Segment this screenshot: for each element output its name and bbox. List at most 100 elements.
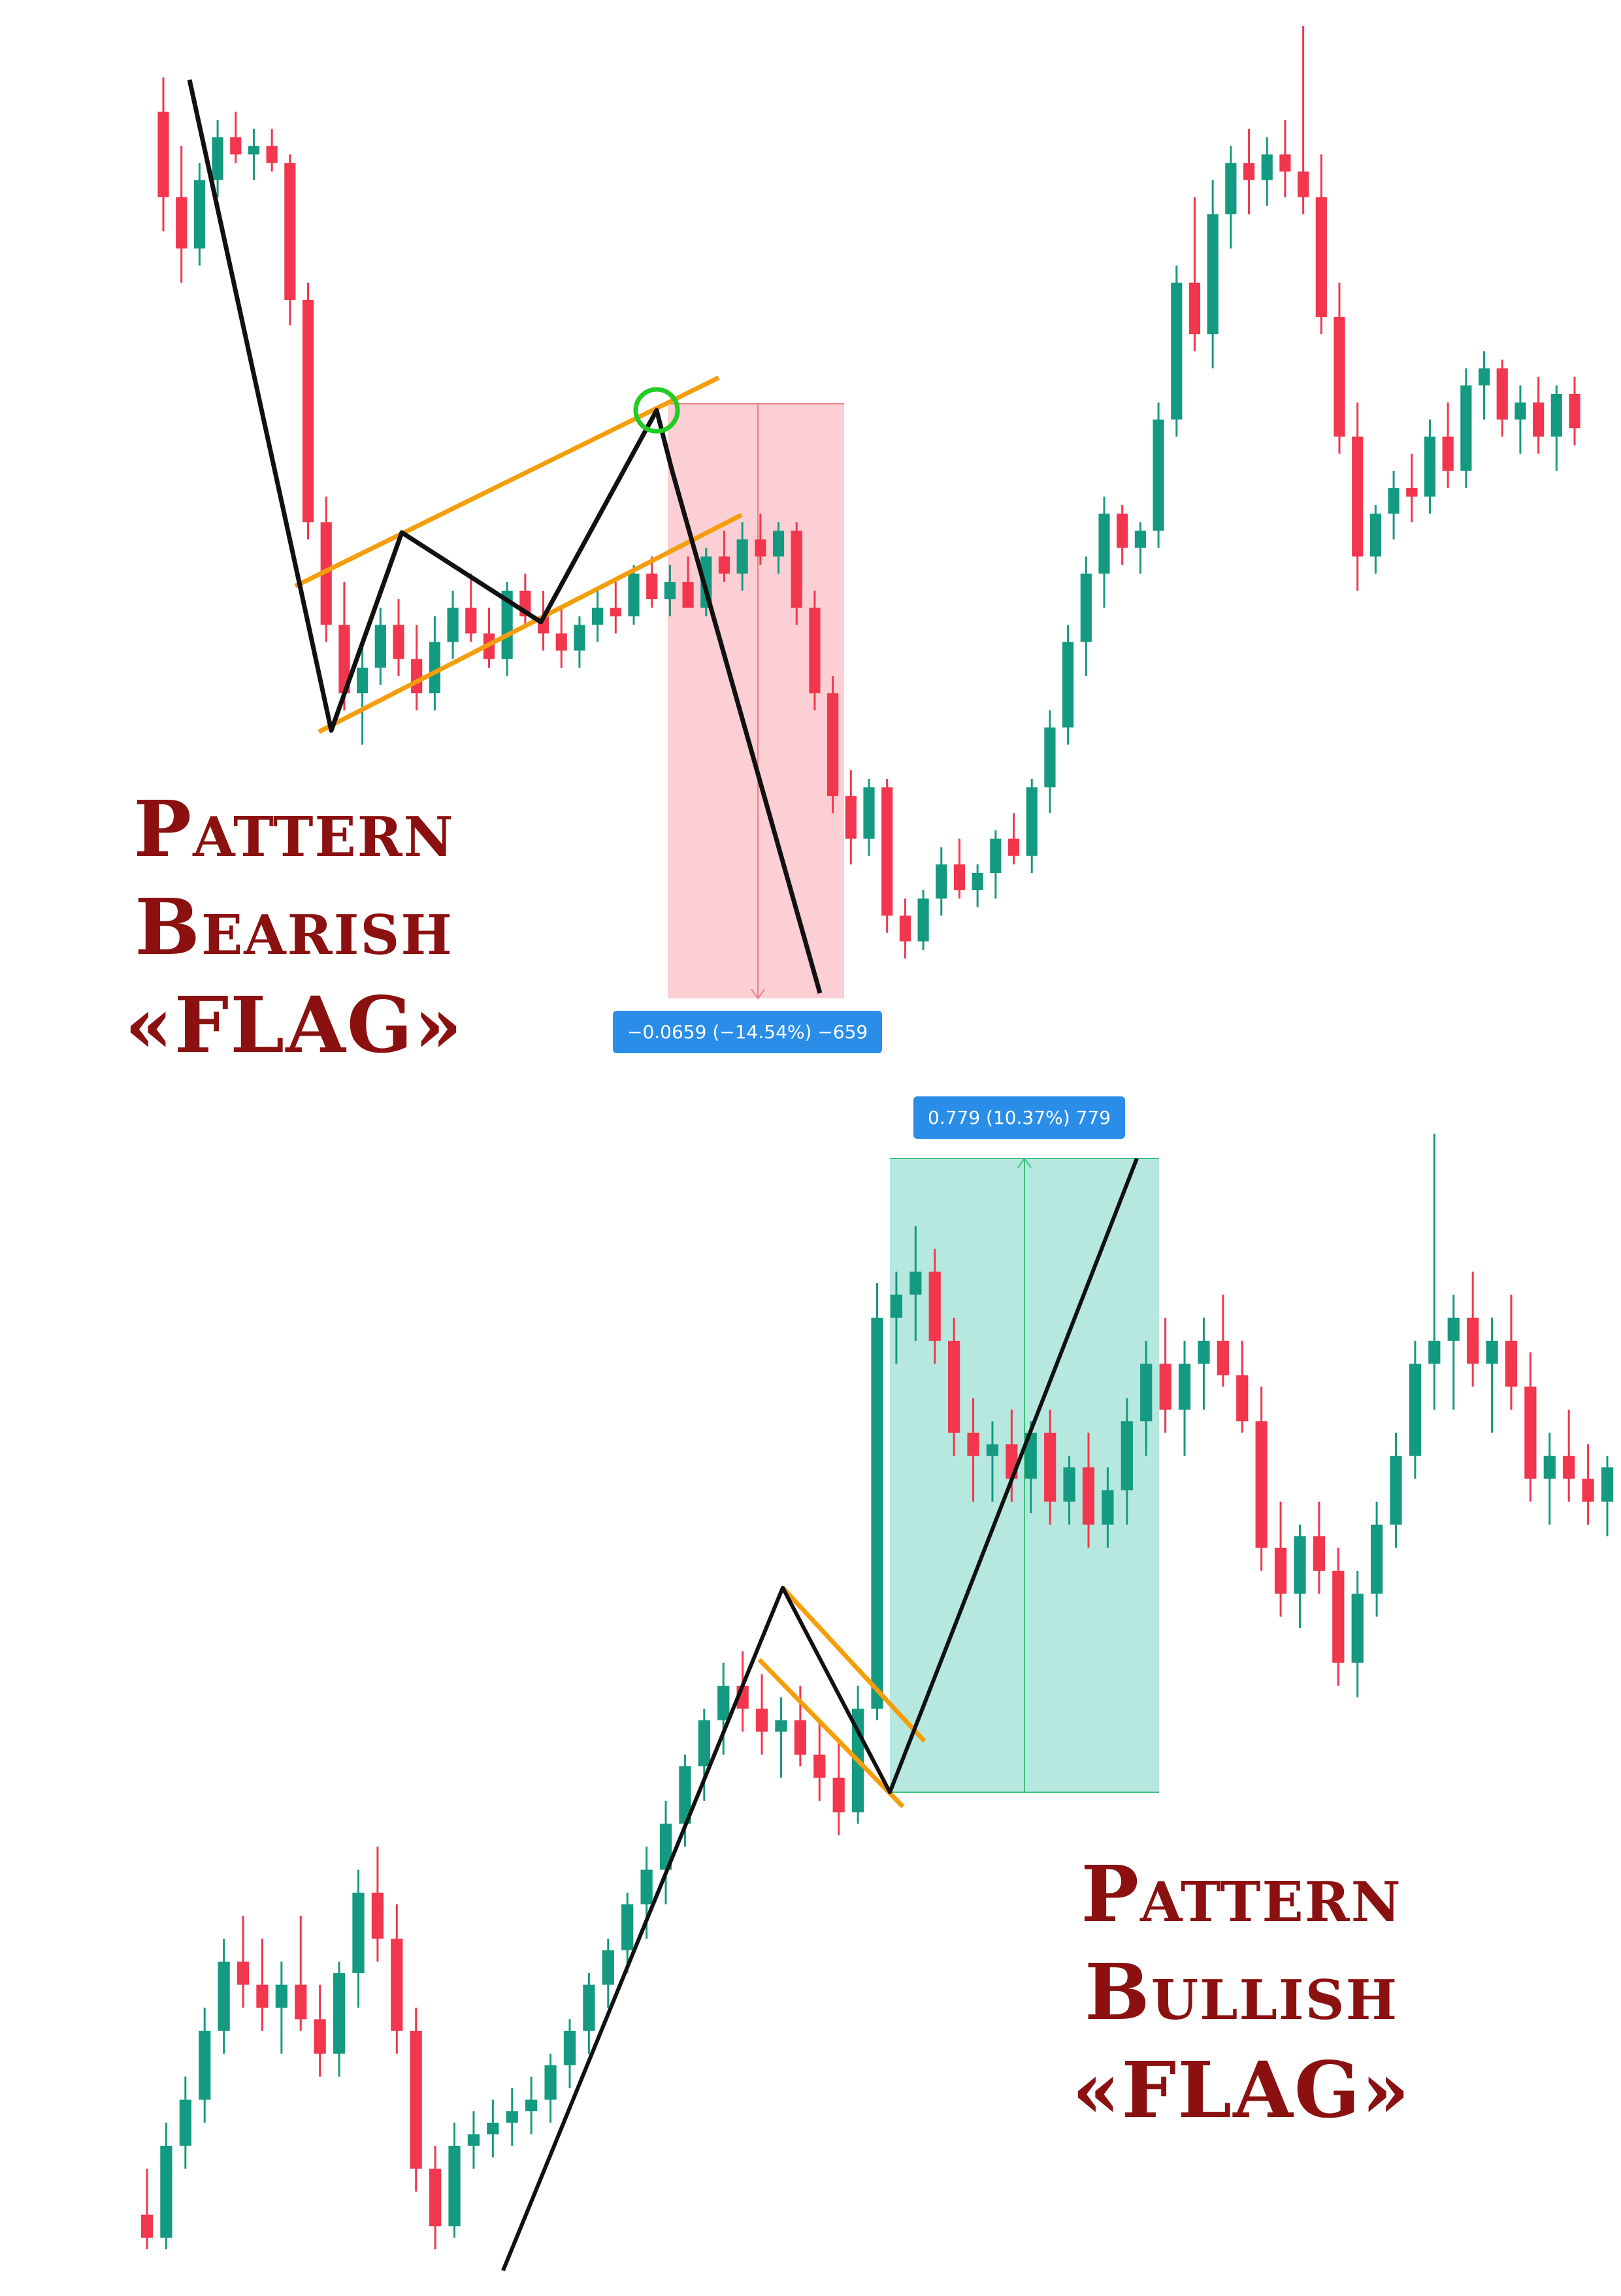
bearish-candle xyxy=(881,787,893,916)
bullish-candle xyxy=(1582,1479,1594,1502)
bullish-candle xyxy=(1563,1456,1575,1479)
bearish-target-zone xyxy=(668,403,844,1000)
bearish-candle xyxy=(393,625,404,659)
bullish-candle xyxy=(871,1317,883,1709)
bearish-candle xyxy=(374,625,386,668)
bearish-title-line-1: Pattern xyxy=(133,783,455,874)
bullish-candle xyxy=(544,2065,557,2100)
bullish-candle xyxy=(986,1444,999,1456)
bullish-candle xyxy=(160,2146,172,2238)
bullish-candle xyxy=(1121,1421,1133,1490)
bullish-candle xyxy=(948,1341,960,1433)
bearish-candle xyxy=(1298,171,1309,197)
bearish-candle xyxy=(1153,419,1164,531)
bearish-candle xyxy=(610,608,621,617)
bearish-candle xyxy=(936,864,947,899)
bearish-candle xyxy=(1533,402,1545,437)
bearish-candle xyxy=(1569,393,1580,429)
bullish-candle xyxy=(525,2099,538,2112)
bullish-candle xyxy=(1044,1432,1056,1502)
bearish-candle xyxy=(845,796,857,839)
bearish-candle xyxy=(791,531,802,608)
bullish-candle xyxy=(909,1271,922,1295)
bearish-candle xyxy=(1388,487,1400,514)
bearish-candle xyxy=(1406,487,1418,497)
bullish-candle xyxy=(429,2169,442,2227)
bearish-candle xyxy=(574,625,585,651)
bullish-candle xyxy=(1102,1490,1114,1525)
bearish-zone-rect xyxy=(668,404,844,998)
bullish-candle xyxy=(487,2122,499,2135)
bearish-candle xyxy=(1515,402,1526,420)
bullish-candle xyxy=(583,1984,595,2031)
bullish-candle xyxy=(1140,1364,1153,1422)
bearish-candle xyxy=(736,539,748,574)
bullish-candle xyxy=(256,1984,269,2008)
bearish-channel-upper xyxy=(294,375,720,589)
bullish-candle xyxy=(1428,1341,1441,1364)
bullish-candle xyxy=(1274,1547,1287,1594)
bullish-candle xyxy=(237,1961,250,1985)
bearish-candle xyxy=(772,531,785,557)
bearish-candle xyxy=(501,591,513,659)
bearish-candle xyxy=(212,137,223,180)
bullish-candle xyxy=(1351,1594,1364,1663)
bearish-candle xyxy=(972,873,983,891)
bearish-candle xyxy=(1460,385,1472,471)
bullish-candle xyxy=(506,2111,518,2123)
bullish-candle xyxy=(1543,1456,1556,1479)
bearish-candle xyxy=(1369,514,1381,557)
bearish-candle xyxy=(248,146,260,155)
bullish-candle xyxy=(218,1961,230,2031)
bearish-candle xyxy=(1424,436,1436,497)
bullish-candle xyxy=(717,1686,730,1720)
bullish-candle xyxy=(352,1892,365,1973)
bullish-candle xyxy=(1467,1317,1479,1364)
bullish-candle xyxy=(1178,1364,1191,1410)
bearish-candle xyxy=(429,642,440,694)
bullish-candle xyxy=(1486,1341,1498,1364)
bearish-candle xyxy=(953,864,966,891)
bullish-candle xyxy=(179,2099,191,2146)
bullish-candle xyxy=(140,2214,154,2238)
bearish-candle xyxy=(917,898,929,942)
bearish-candle xyxy=(411,659,423,694)
bullish-candle xyxy=(1082,1467,1095,1525)
bearish-candle xyxy=(592,608,604,625)
bullish-candle xyxy=(1159,1364,1171,1410)
bearish-candle xyxy=(1062,642,1074,728)
bearish-candle xyxy=(1478,368,1490,385)
bullish-candle xyxy=(1313,1536,1325,1571)
bearish-measure-label: −0.0659 (−14.54%) −659 xyxy=(613,1011,883,1053)
bearish-candle xyxy=(827,693,839,796)
bearish-candle xyxy=(646,573,658,600)
bullish-title-line-3: «FLAG» xyxy=(1072,2044,1411,2135)
bullish-candle xyxy=(602,1950,614,1985)
bearish-candle xyxy=(1188,282,1201,335)
bearish-candle xyxy=(1117,514,1128,548)
bearish-candle xyxy=(555,633,567,651)
bearish-candle xyxy=(284,163,296,300)
bullish-title-line-2: Bullish xyxy=(1084,1946,1399,2037)
bearish-candle xyxy=(266,146,278,163)
bullish-candle xyxy=(314,2019,326,2054)
bearish-candle xyxy=(193,180,205,249)
bearish-candle xyxy=(628,573,640,617)
bullish-candle xyxy=(1024,1432,1037,1479)
bearish-candle xyxy=(176,197,188,249)
bullish-candle xyxy=(410,2031,422,2169)
bullish-candle xyxy=(391,1939,403,2031)
bullish-candles xyxy=(140,1134,1614,2250)
bullish-candle xyxy=(775,1720,787,1732)
bullish-target-zone xyxy=(890,1157,1159,1793)
bullish-candle xyxy=(199,2031,211,2100)
bearish-candle xyxy=(1334,317,1345,437)
bearish-candle xyxy=(357,667,368,694)
bullish-candle xyxy=(1409,1364,1422,1456)
bearish-candle xyxy=(682,582,694,608)
bearish-candle xyxy=(664,582,676,600)
bullish-candle xyxy=(295,1984,307,2020)
bearish-zone-arrowhead xyxy=(751,989,765,1000)
bearish-candle xyxy=(899,915,911,942)
bearish-candle xyxy=(755,539,766,557)
